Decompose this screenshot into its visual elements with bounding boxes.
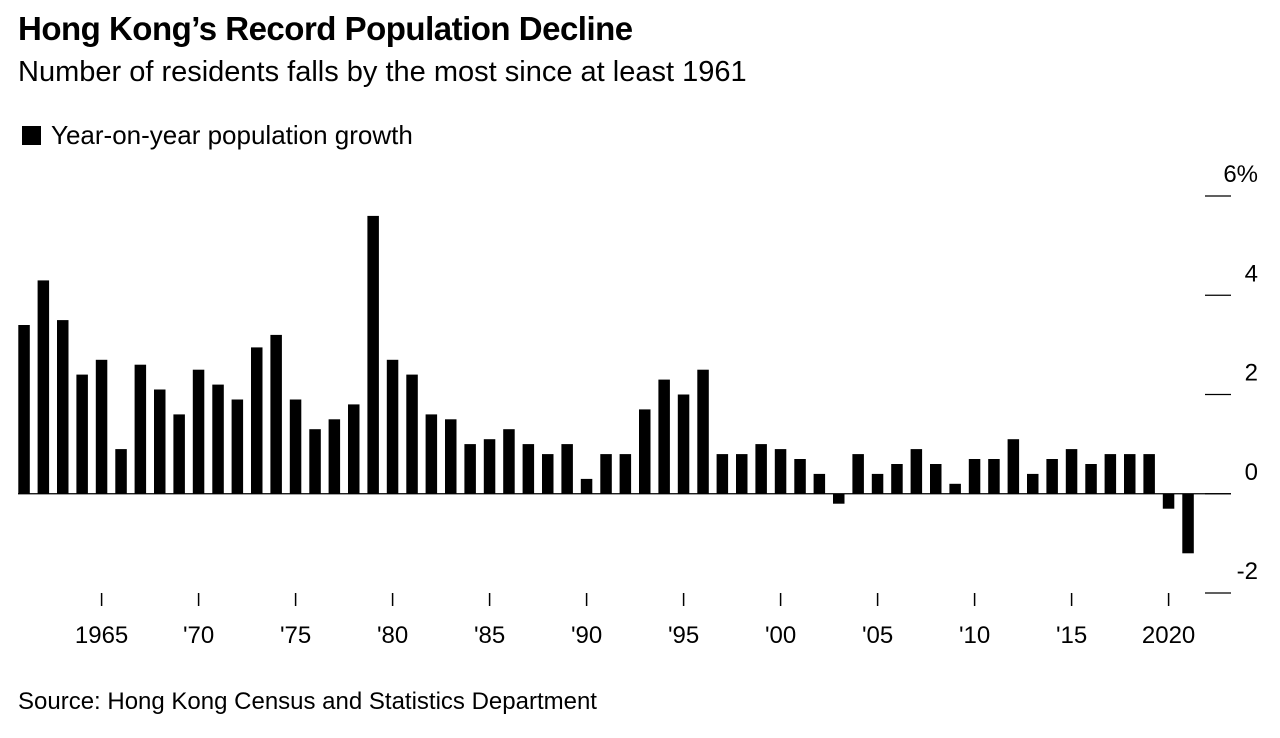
bar <box>483 439 496 494</box>
bar <box>930 464 942 494</box>
legend-label: Year-on-year population growth <box>51 120 413 150</box>
bar <box>619 454 632 494</box>
bar <box>1104 454 1117 494</box>
x-tick-label: '00 <box>765 622 796 649</box>
bar <box>988 459 1000 494</box>
bar <box>736 454 748 494</box>
y-tick-label: 2 <box>1245 360 1258 387</box>
bar <box>813 473 826 494</box>
bar <box>716 454 729 494</box>
chart-subtitle: Number of residents falls by the most si… <box>18 56 747 88</box>
bar <box>1046 459 1058 494</box>
bar <box>968 459 981 494</box>
bar <box>677 394 690 494</box>
bar <box>774 449 787 494</box>
bar <box>76 374 88 494</box>
bar <box>57 320 69 494</box>
bar <box>949 483 961 494</box>
bar <box>328 419 341 494</box>
bar <box>367 215 379 494</box>
bar <box>697 369 709 494</box>
bar <box>639 409 651 494</box>
x-tick-label: 1965 <box>75 622 128 649</box>
y-tick-label: 6% <box>1223 161 1258 188</box>
x-tick-label: '95 <box>668 622 699 649</box>
bar <box>251 347 263 494</box>
bar <box>542 454 554 494</box>
bar <box>1143 454 1155 494</box>
bar <box>386 359 399 494</box>
chart-title: Hong Kong’s Record Population Decline <box>18 10 633 47</box>
bar <box>18 325 30 494</box>
bar <box>794 459 806 494</box>
x-tick-label: '70 <box>183 622 214 649</box>
source-note: Source: Hong Kong Census and Statistics … <box>18 688 597 715</box>
y-tick-label: 4 <box>1245 260 1258 287</box>
x-tick-label: '85 <box>474 622 505 649</box>
bar <box>1065 449 1078 494</box>
bar <box>445 419 457 494</box>
bar <box>755 444 767 494</box>
chart-legend: Year-on-year population growth <box>22 120 413 151</box>
bar <box>852 454 864 494</box>
x-tick-label: '75 <box>280 622 311 649</box>
bar <box>1182 493 1194 554</box>
bar <box>1162 493 1175 509</box>
x-tick-label: '80 <box>377 622 408 649</box>
x-tick-label: '10 <box>959 622 990 649</box>
bar <box>192 369 205 494</box>
bar <box>891 464 903 494</box>
bar <box>425 414 438 494</box>
x-tick-label: '05 <box>862 622 893 649</box>
bar <box>1085 464 1097 494</box>
bar <box>406 374 418 494</box>
bar <box>134 364 147 494</box>
bar <box>348 404 360 494</box>
bar <box>658 379 670 494</box>
bar <box>270 334 282 494</box>
bar <box>871 473 884 494</box>
bar <box>561 444 573 494</box>
bar <box>37 280 50 494</box>
x-tick-label: '15 <box>1056 622 1087 649</box>
bar <box>95 359 108 494</box>
bar <box>503 429 515 494</box>
bar <box>910 449 923 494</box>
bar <box>212 384 224 494</box>
x-tick-label: 2020 <box>1142 622 1195 649</box>
y-tick-label: -2 <box>1237 558 1258 585</box>
bar <box>289 399 302 494</box>
bar <box>173 414 185 494</box>
bar <box>1124 454 1136 494</box>
bar <box>464 444 476 494</box>
y-tick-label: 0 <box>1245 459 1258 486</box>
bar <box>580 478 593 494</box>
bar <box>231 399 244 494</box>
legend-swatch <box>22 126 41 145</box>
bar <box>600 454 612 494</box>
x-tick-label: '90 <box>571 622 602 649</box>
bar <box>522 444 535 494</box>
bar <box>1027 473 1039 494</box>
bar <box>1007 439 1020 494</box>
bar <box>154 389 166 494</box>
bar <box>115 449 127 494</box>
bar <box>833 493 845 504</box>
bar <box>309 429 321 494</box>
